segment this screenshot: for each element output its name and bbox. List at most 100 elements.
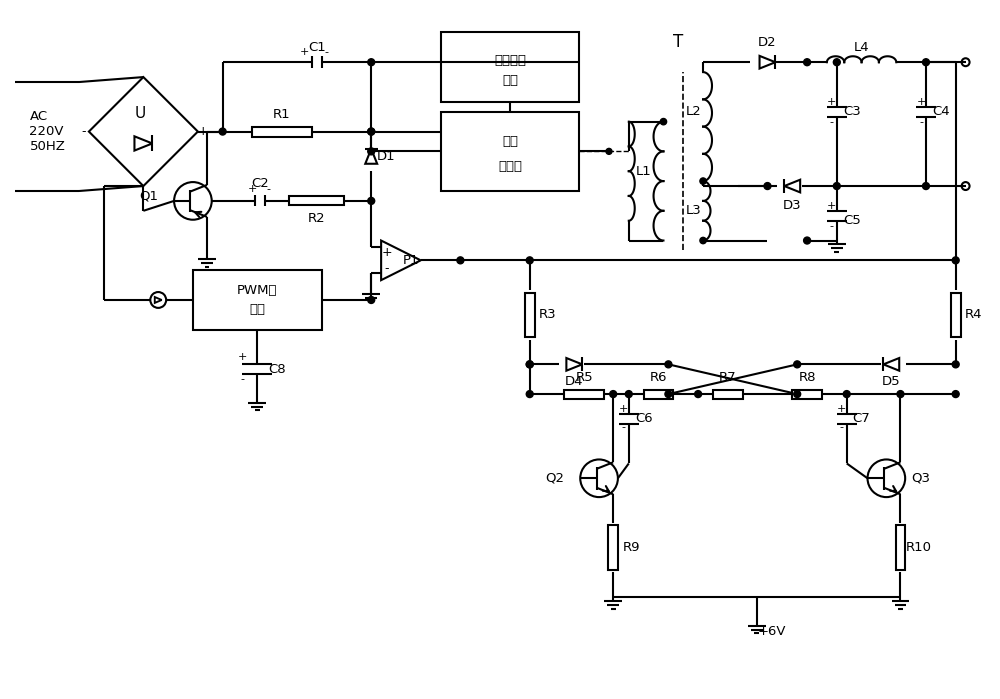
Text: +: + [837,404,846,414]
Bar [792,389,822,398]
Text: +: + [827,201,837,211]
Circle shape [219,128,226,135]
Circle shape [700,178,706,185]
Circle shape [833,182,840,189]
Text: R8: R8 [798,370,816,384]
Text: C8: C8 [268,363,286,376]
Circle shape [794,391,801,398]
Circle shape [457,257,464,264]
Text: P1: P1 [403,254,419,267]
Text: 制器: 制器 [249,303,265,317]
Text: R1: R1 [273,108,291,121]
Circle shape [952,257,959,264]
Circle shape [695,391,702,398]
Text: D1: D1 [377,150,395,163]
Text: L3: L3 [685,204,701,217]
Text: 电路: 电路 [502,73,518,87]
Text: C4: C4 [932,106,950,118]
Polygon shape [760,56,775,69]
Text: +: + [619,404,629,414]
Text: R4: R4 [965,308,982,322]
Text: Q3: Q3 [912,472,931,485]
Text: Q2: Q2 [545,472,564,485]
Text: +: + [238,352,247,362]
Circle shape [665,361,672,368]
Polygon shape [134,136,152,150]
Text: -: - [830,117,834,127]
Text: +: + [248,184,257,194]
Bar [441,112,579,191]
Text: C5: C5 [843,214,861,227]
Text: +: + [382,246,392,259]
Circle shape [368,197,375,204]
Text: U: U [135,106,146,121]
Bar [713,389,743,398]
Circle shape [610,391,617,398]
Bar [289,196,344,206]
Circle shape [923,182,929,189]
Circle shape [368,128,375,135]
Text: L1: L1 [636,165,652,178]
Text: +: + [916,97,926,107]
Text: T: T [673,34,683,52]
Circle shape [843,391,850,398]
Text: C1: C1 [308,41,326,54]
Text: R3: R3 [539,308,556,322]
Text: C7: C7 [853,412,870,426]
Circle shape [625,391,632,398]
Bar [441,32,579,102]
Circle shape [764,182,771,189]
Text: -: - [82,125,86,138]
Circle shape [660,119,667,125]
Text: C6: C6 [635,412,652,426]
Text: R9: R9 [622,541,640,554]
Text: R7: R7 [719,370,737,384]
Text: 调节器: 调节器 [498,160,522,173]
Bar [525,293,535,337]
Text: D4: D4 [565,375,584,388]
Text: -: - [919,117,923,127]
Text: Q1: Q1 [139,189,158,203]
Circle shape [952,391,959,398]
Circle shape [952,361,959,368]
Bar [951,293,961,337]
Text: R10: R10 [905,541,931,554]
Circle shape [923,59,929,66]
Text: D3: D3 [783,199,802,212]
Text: +: + [827,97,837,107]
Polygon shape [566,358,582,370]
Text: -: - [240,374,244,384]
Text: C3: C3 [843,106,861,118]
Polygon shape [784,180,800,192]
Text: R2: R2 [308,212,326,225]
Bar [608,526,618,570]
Circle shape [804,237,811,244]
Text: -: - [266,184,270,194]
Text: PWM控: PWM控 [237,284,278,296]
Circle shape [700,238,706,244]
Text: L4: L4 [854,41,869,54]
Text: 滑动: 滑动 [502,135,518,148]
Circle shape [368,128,375,135]
Bar [193,271,322,330]
Text: -: - [830,221,834,231]
Circle shape [804,59,811,66]
Polygon shape [155,297,162,303]
Text: +: + [197,125,208,138]
Text: L2: L2 [685,106,701,118]
Text: -: - [840,421,844,432]
Text: -: - [325,48,329,57]
Text: C2: C2 [251,177,269,189]
Circle shape [794,361,801,368]
Circle shape [368,296,375,303]
Circle shape [526,391,533,398]
Circle shape [368,148,375,155]
Text: AC
220V
50HZ: AC 220V 50HZ [29,110,65,153]
Circle shape [665,391,672,398]
Circle shape [897,391,904,398]
Circle shape [368,59,375,66]
Circle shape [150,292,166,308]
Bar [896,526,905,570]
Circle shape [526,361,533,368]
Bar [564,389,604,398]
